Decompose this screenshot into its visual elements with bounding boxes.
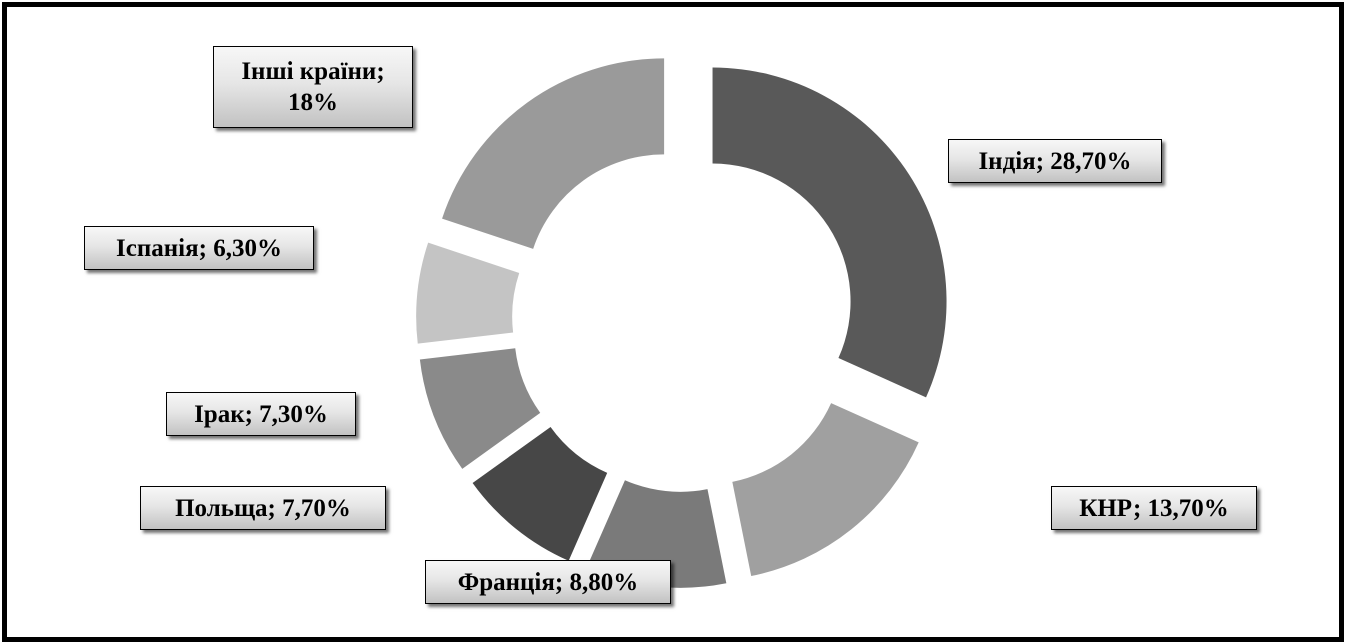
doughnut-chart [416, 58, 947, 588]
data-label-india: Індія; 28,70% [948, 139, 1162, 183]
data-label-other-countries-line2: 18% [288, 89, 338, 116]
slice-1 [712, 67, 947, 398]
data-label-france: Франція; 8,80% [425, 560, 671, 604]
data-label-spain: Іспанія; 6,30% [84, 226, 314, 270]
slice-2 [732, 403, 919, 577]
data-label-poland: Польща; 7,70% [140, 486, 386, 530]
data-label-china: КНР; 13,70% [1051, 486, 1257, 530]
slice-7 [442, 58, 665, 249]
slice-4 [472, 426, 608, 561]
slice-6 [416, 242, 520, 344]
data-label-other-countries: Інші країни; 18% [213, 46, 413, 128]
slice-5 [419, 348, 541, 469]
data-label-other-countries-line1: Інші країни; [241, 58, 385, 85]
data-label-iraq: Ірак; 7,30% [166, 392, 356, 436]
